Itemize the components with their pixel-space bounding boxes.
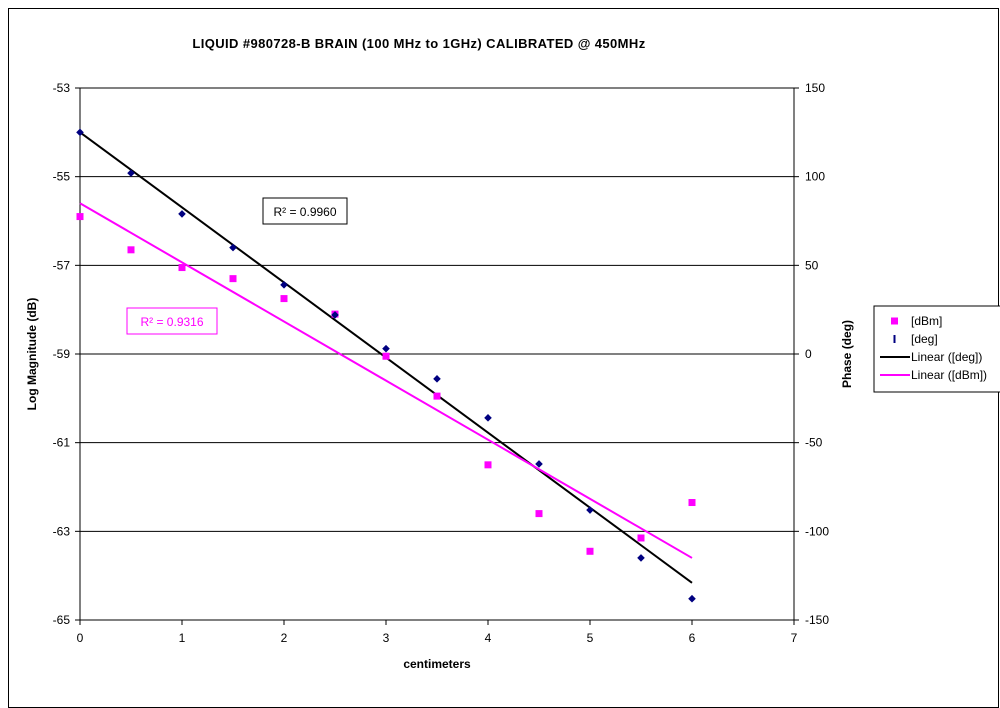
y-right-tick-label: 150 — [805, 81, 825, 95]
data-point-dbm — [76, 213, 84, 221]
data-point-dbm — [586, 547, 594, 555]
gridlines — [80, 176, 794, 532]
y-right-tick-label: 0 — [805, 347, 812, 361]
y-left-tick-label: -53 — [53, 81, 71, 95]
data-point-dbm — [535, 510, 543, 518]
data-point-dbm — [382, 352, 390, 360]
x-tick-label: 7 — [791, 631, 798, 645]
x-axis-title: centimeters — [403, 657, 471, 671]
data-point-dbm — [637, 534, 645, 542]
data-point-deg — [433, 375, 441, 383]
y-left-tick-label: -57 — [53, 258, 71, 272]
r2-label: R² = 0.9316 — [140, 315, 203, 329]
legend-label: Linear ([dBm]) — [911, 368, 987, 382]
data-point-deg — [76, 128, 84, 137]
y-left-axis-title: Log Magnitude (dB) — [25, 298, 39, 411]
data-point-dbm — [484, 461, 492, 469]
data-point-dbm — [229, 275, 237, 283]
x-tick-label: 5 — [587, 631, 594, 645]
y-left-tick-label: -65 — [53, 613, 71, 627]
legend-label: [deg] — [911, 332, 938, 346]
y-right-tick-label: -150 — [805, 613, 829, 627]
data-point-deg — [382, 344, 390, 353]
data-point-deg — [127, 169, 135, 177]
legend: [dBm] [deg] Linear ([deg]) Linear ([dBm]) — [873, 305, 1000, 393]
x-tick-label: 3 — [383, 631, 390, 645]
data-point-deg — [280, 281, 288, 289]
y-left-tick-label: -61 — [53, 436, 71, 450]
r2-label: R² = 0.9960 — [273, 205, 336, 219]
r2-labels: R² = 0.9960 R² = 0.9316 — [126, 197, 348, 335]
plot-border — [79, 87, 795, 621]
legend-swatch-dbm — [891, 317, 898, 325]
y-right-axis-title: Phase (deg) — [840, 320, 854, 388]
r2-box — [126, 307, 218, 335]
r2-box — [262, 197, 348, 225]
legend-label: Linear ([deg]) — [911, 350, 982, 364]
y-left-tick-label: -63 — [53, 524, 71, 538]
trendline-dbm — [79, 202, 693, 559]
y-left-tick-label: -59 — [53, 347, 71, 361]
chart-svg: LIQUID #980728-B BRAIN (100 MHz to 1GHz)… — [25, 36, 1000, 671]
legend-label: [dBm] — [911, 314, 942, 328]
y-left-tick-label: -55 — [53, 170, 71, 184]
x-tick-label: 2 — [281, 631, 288, 645]
data-point-dbm — [280, 295, 288, 303]
data-point-deg — [331, 311, 339, 319]
x-tick-label: 1 — [179, 631, 186, 645]
data-point-deg — [688, 594, 696, 603]
y-right-tick-label: 100 — [805, 170, 825, 184]
x-tick-label: 6 — [689, 631, 696, 645]
axes: -53-55-57-59-61-63-65150100500-50-100-15… — [53, 81, 830, 645]
x-tick-label: 4 — [485, 631, 492, 645]
y-right-tick-label: 50 — [805, 258, 819, 272]
x-tick-label: 0 — [77, 631, 84, 645]
data-points — [76, 128, 696, 603]
data-point-dbm — [433, 392, 441, 400]
data-point-deg — [178, 210, 186, 218]
data-point-dbm — [178, 264, 186, 272]
y-right-tick-label: -50 — [805, 436, 823, 450]
data-point-deg — [535, 460, 543, 468]
data-point-deg — [637, 554, 645, 562]
data-point-deg — [586, 506, 594, 514]
data-point-dbm — [127, 246, 135, 254]
data-point-deg — [229, 243, 237, 252]
y-right-tick-label: -100 — [805, 524, 829, 538]
chart-title: LIQUID #980728-B BRAIN (100 MHz to 1GHz)… — [192, 36, 645, 51]
data-point-deg — [484, 414, 492, 422]
data-point-dbm — [688, 499, 696, 507]
